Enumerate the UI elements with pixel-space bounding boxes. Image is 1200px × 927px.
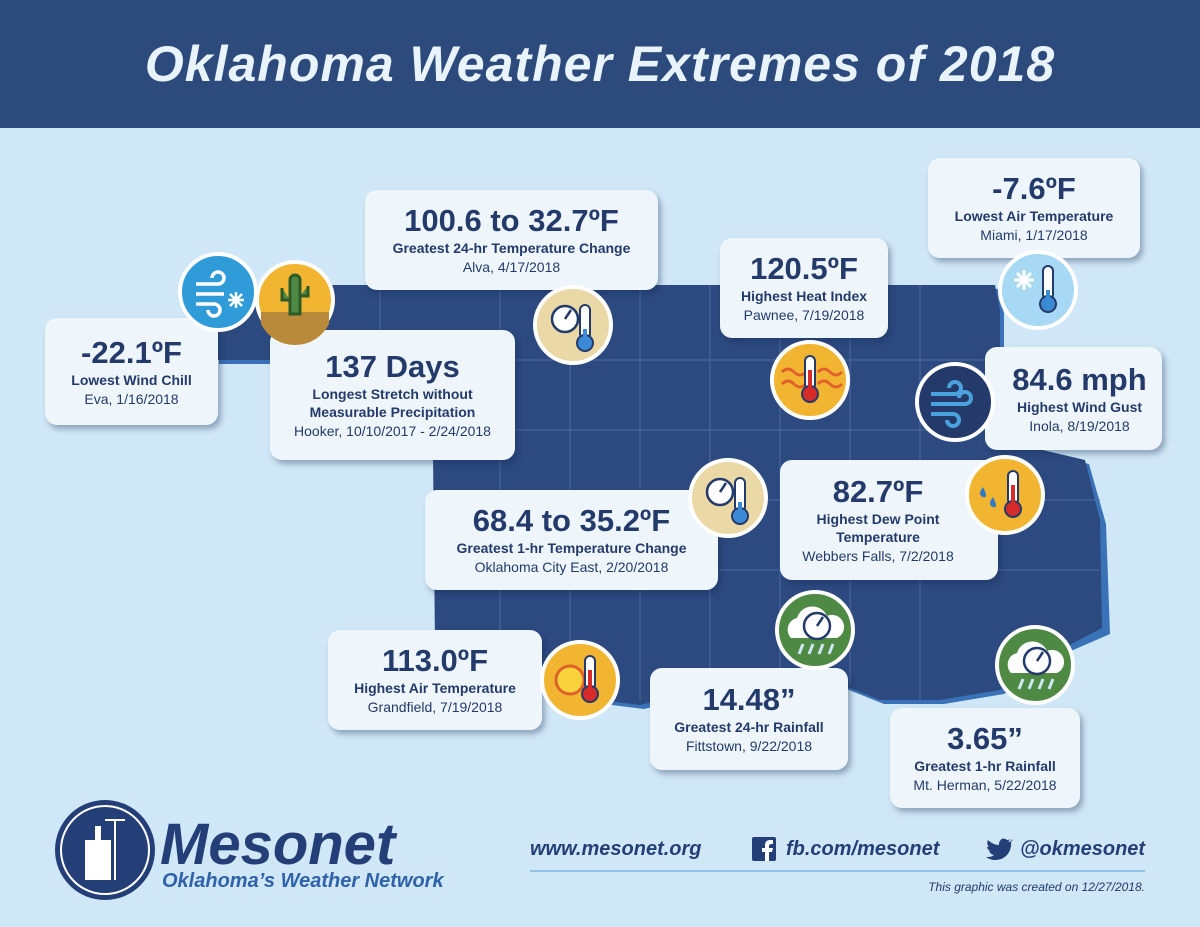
callout-label: Greatest 1-hr Rainfall [914,758,1056,774]
callout: 120.5ºF Highest Heat Index Pawnee, 7/19/… [720,238,888,338]
callout-value: 82.7ºF [832,474,924,509]
callout: -22.1ºF Lowest Wind Chill Eva, 1/16/2018 [45,318,218,425]
callout-location: Mt. Herman, 5/22/2018 [913,777,1057,793]
callout: 3.65” Greatest 1-hr Rainfall Mt. Herman,… [890,708,1080,808]
callout: 14.48” Greatest 24-hr Rainfall Fittstown… [650,668,848,770]
callout: 68.4 to 35.2ºF Greatest 1-hr Temperature… [425,490,718,590]
callout-value: 120.5ºF [750,251,858,286]
callout-value: 84.6 mph [1012,361,1147,397]
callout-location: Grandfield, 7/19/2018 [367,699,503,715]
icon-1hr-temp-change [688,458,768,538]
callout-location: Fittstown, 9/22/2018 [685,738,813,754]
creation-note: This graphic was created on 12/27/2018. [928,880,1145,894]
icon-heat-index [770,340,850,420]
website-link[interactable]: www.mesonet.org [530,838,702,860]
callout: -7.6ºF Lowest Air Temperature Miami, 1/1… [928,158,1140,258]
callout: 113.0ºF Highest Air Temperature Grandfie… [328,630,542,730]
callout-label: Greatest 1-hr Temperature Change [456,540,687,556]
icon-1hr-rain [997,627,1073,703]
callout-location: Pawnee, 7/19/2018 [743,307,865,323]
logo-tagline: Oklahoma’s Weather Network [162,870,444,892]
callout: 100.6 to 32.7ºF Greatest 24-hr Temperatu… [365,190,658,290]
twitter-link[interactable]: @okmesonet [1020,838,1146,860]
callout-value: 137 Days [325,349,460,384]
callout-label: Highest Wind Gust [1016,398,1143,415]
logo [55,800,155,900]
callout-value: 3.65” [947,721,1023,756]
callout-location: Alva, 4/17/2018 [462,259,561,275]
header: Oklahoma Weather Extremes of 2018 [0,0,1200,128]
callout-label: Lowest Air Temperature [954,208,1114,224]
callout-label: Lowest Wind Chill [71,371,192,388]
callout-value: 113.0ºF [381,643,489,678]
callout: 84.6 mph Highest Wind Gust Inola, 8/19/2… [985,347,1162,450]
twitter-icon [986,838,1013,860]
callout-location: Eva, 1/16/2018 [84,390,179,407]
callout-value: 14.48” [702,682,796,717]
icon-24hr-temp-change [533,285,613,365]
callout-label: Highest Heat Index [740,288,868,304]
icon-24hr-rain [777,592,853,668]
callout-label: Highest Dew Point Temperature [816,511,940,545]
title: Oklahoma Weather Extremes of 2018 [144,36,1056,92]
callout-value: -22.1ºF [81,334,182,370]
callout-label: Greatest 24-hr Rainfall [674,719,824,735]
callout-value: 100.6 to 32.7ºF [404,203,619,238]
callout-location: Webbers Falls, 7/2/2018 [802,548,954,564]
icon-wind-gust [915,362,995,442]
icon-dew-point [965,455,1045,535]
callout: 82.7ºF Highest Dew Point Temperature Web… [780,460,998,580]
icon-drought [255,260,335,346]
facebook-link[interactable]: fb.com/mesonet [786,838,940,860]
callout-location: Hooker, 10/10/2017 - 2/24/2018 [294,423,491,439]
icon-lowest-air [998,250,1078,330]
callout-label: Highest Air Temperature [354,680,516,696]
callout-location: Miami, 1/17/2018 [980,227,1088,243]
callout: 137 Days Longest Stretch without Measura… [270,330,515,460]
callout-label: Longest Stretch without Measurable Preci… [309,386,476,420]
callout-value: -7.6ºF [992,171,1076,206]
callout-label: Greatest 24-hr Temperature Change [392,240,631,256]
icon-wind-chill [178,252,258,332]
callout-location: Inola, 8/19/2018 [1029,417,1130,434]
callout-location: Oklahoma City East, 2/20/2018 [474,559,669,575]
facebook-icon [752,837,776,861]
logo-name: Mesonet [160,812,396,877]
icon-highest-air [540,640,620,720]
callout-value: 68.4 to 35.2ºF [472,503,671,538]
